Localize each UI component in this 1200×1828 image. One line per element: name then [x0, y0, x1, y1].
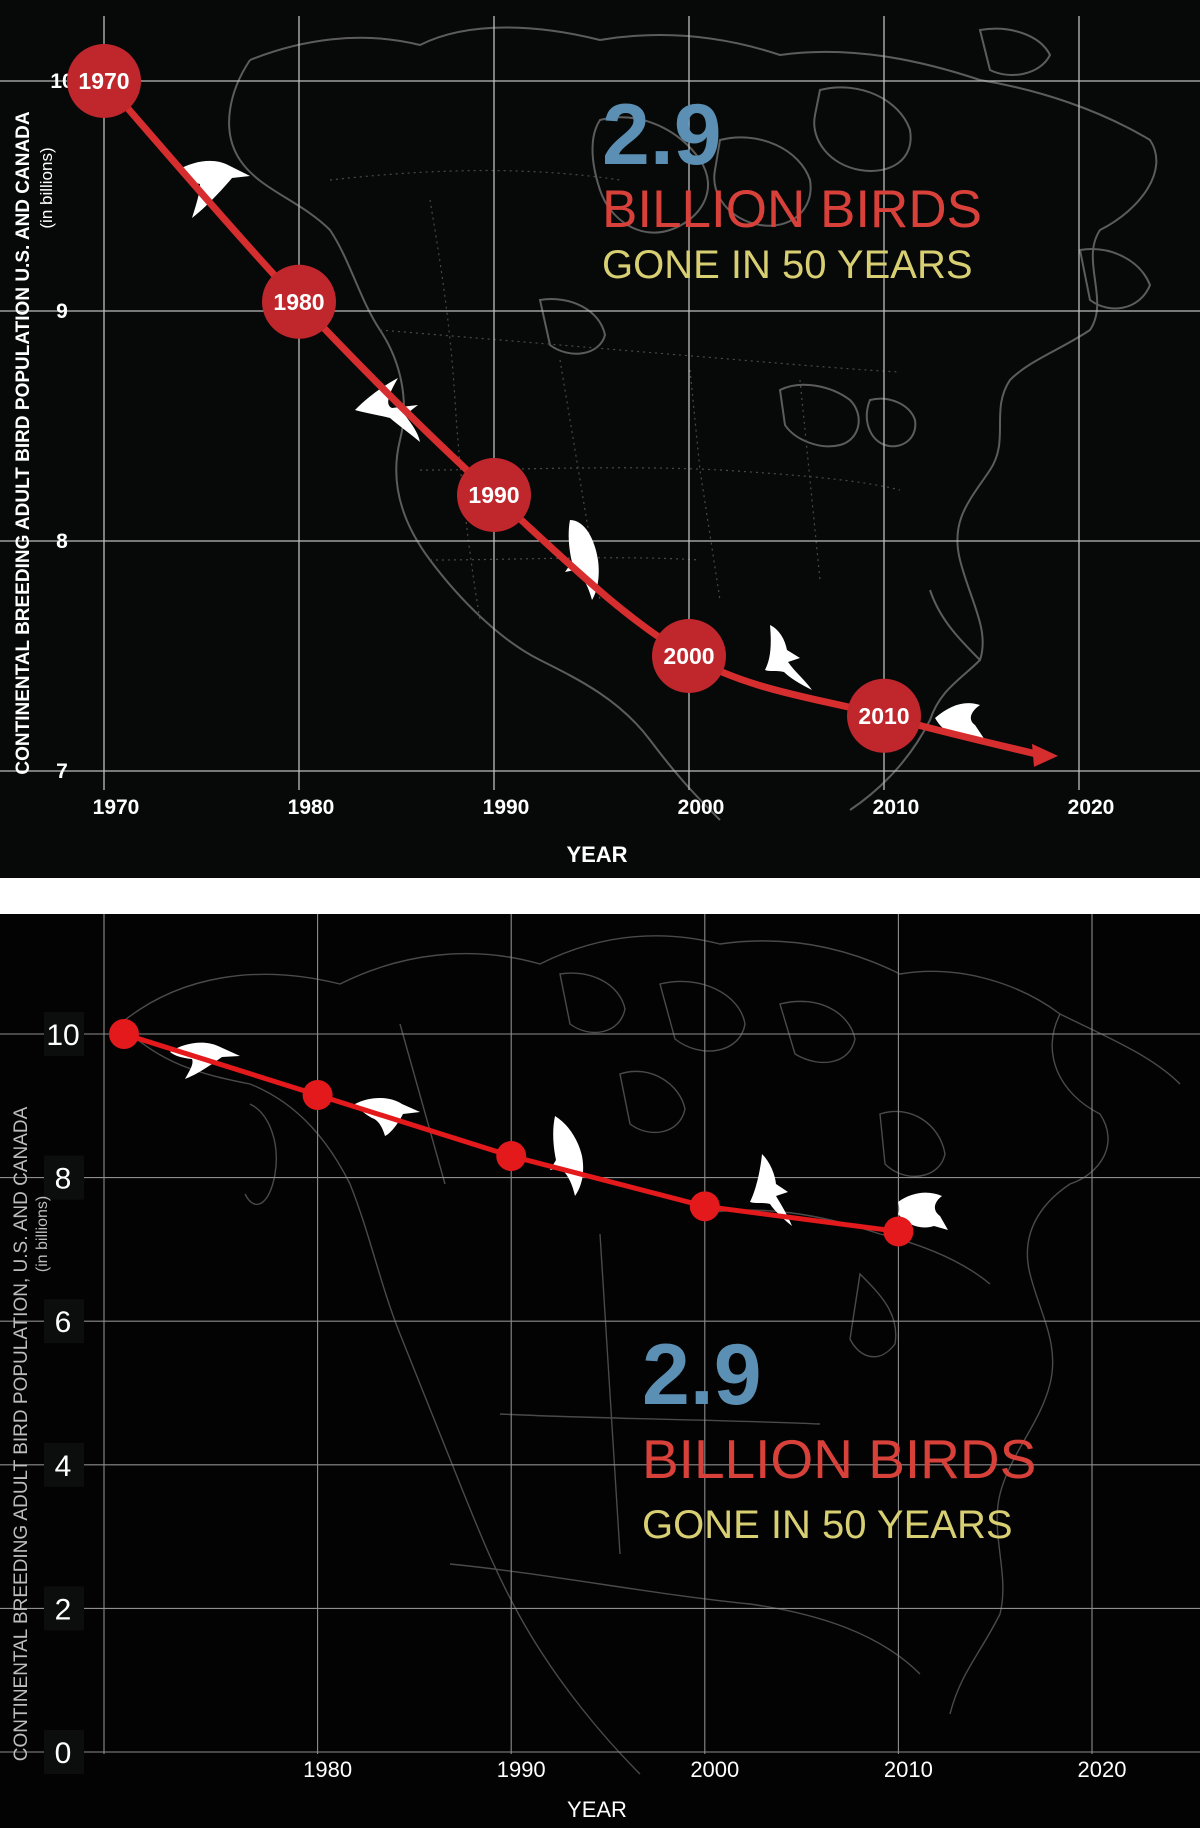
flying-goose-icon — [178, 160, 250, 218]
bottom-data-point — [689, 1191, 720, 1222]
bottom-y-tick-backdrop — [44, 1442, 84, 1487]
top-data-point-label: 2010 — [858, 703, 909, 729]
bottom-x-tick-label: 1980 — [303, 1757, 352, 1782]
top-headline-line2: GONE IN 50 YEARS — [602, 243, 973, 287]
top-x-tick-label: 1970 — [93, 796, 140, 819]
top-y-tick-label: 8 — [56, 530, 68, 553]
top-x-tick-label: 1980 — [288, 796, 335, 819]
bottom-headline: 2.9 BILLION BIRDS GONE IN 50 YEARS — [642, 1327, 1036, 1547]
bottom-y-tick-backdrop — [44, 1299, 84, 1344]
top-x-tick-label: 2000 — [678, 796, 725, 819]
bottom-y-tick-backdrop — [44, 1586, 84, 1631]
top-x-axis-label: YEAR — [566, 842, 627, 867]
bird-silhouettes-bottom — [170, 1042, 948, 1230]
top-data-point: 1990 — [457, 458, 531, 532]
top-data-point-marker — [67, 44, 141, 118]
top-data-point-label: 1980 — [273, 289, 324, 315]
top-data-point-marker — [457, 458, 531, 532]
top-grid — [0, 16, 1200, 790]
top-data-point: 2000 — [652, 619, 726, 693]
bottom-y-tick-backdrop — [44, 1155, 84, 1200]
top-y-axis-sublabel: (in billions) — [37, 147, 56, 228]
bottom-x-axis-ticks: 1980 1990 2000 2010 2020 — [303, 1757, 1126, 1782]
bottom-y-tick-label: 10 — [46, 1019, 79, 1052]
bottom-x-tick-label: 2020 — [1078, 1757, 1127, 1782]
bottom-data-point — [496, 1141, 527, 1172]
top-y-tick-label: 7 — [56, 760, 68, 783]
bottom-chart-svg: 0 2 4 6 8 10 1980 1990 2000 2010 2020 YEAR CONTIN… — [0, 914, 1200, 1822]
soaring-eagle-icon — [750, 1154, 792, 1226]
top-data-point-label: 1990 — [468, 482, 519, 508]
bird-silhouettes — [178, 160, 985, 740]
top-data-point-marker — [652, 619, 726, 693]
bottom-headline-line2: GONE IN 50 YEARS — [642, 1503, 1013, 1547]
top-data-point: 1970 — [67, 44, 141, 118]
top-data-point-label: 1970 — [78, 68, 129, 94]
bottom-y-axis-ticks: 0 2 4 6 8 10 — [44, 1012, 84, 1774]
top-x-axis-ticks: 1970 1980 1990 2000 2010 2020 — [93, 796, 1115, 819]
bottom-y-tick-label: 8 — [55, 1163, 72, 1196]
bottom-grid — [0, 914, 1200, 1754]
top-headline-number: 2.9 — [602, 87, 722, 183]
bottom-y-axis-label: CONTINENTAL BREEDING ADULT BIRD POPULATI… — [11, 1106, 32, 1761]
top-data-point-marker — [262, 264, 336, 339]
bottom-x-tick-label: 2000 — [690, 1757, 739, 1782]
bottom-y-tick-backdrop — [44, 1730, 84, 1774]
bottom-y-tick-label: 2 — [55, 1593, 72, 1626]
bottom-x-tick-label: 1990 — [497, 1757, 546, 1782]
flying-hawk-icon — [355, 378, 420, 442]
top-y-axis-label: CONTINENTAL BREEDING ADULT BIRD POPULATI… — [13, 111, 34, 775]
top-data-point-label: 2000 — [663, 643, 714, 669]
bottom-y-axis-sublabel: (in billions) — [34, 1196, 51, 1272]
bottom-y-tick-label: 4 — [55, 1450, 72, 1483]
top-data-point: 1980 — [262, 264, 336, 339]
top-x-tick-label: 2010 — [873, 796, 920, 819]
top-headline: 2.9 BILLION BIRDS GONE IN 50 YEARS — [602, 87, 982, 287]
bottom-data-points — [109, 1019, 914, 1247]
flying-heron-icon — [898, 1192, 948, 1230]
top-headline-line1: BILLION BIRDS — [602, 180, 982, 239]
bottom-y-axis-label-group: CONTINENTAL BREEDING ADULT BIRD POPULATI… — [11, 1106, 51, 1761]
top-y-tick-label: 9 — [56, 300, 68, 323]
north-america-map-bottom — [119, 935, 1181, 1775]
bottom-data-point — [883, 1216, 914, 1247]
soaring-eagle-icon — [765, 625, 812, 690]
north-america-map — [228, 26, 1158, 821]
bottom-chart-panel: 0 2 4 6 8 10 1980 1990 2000 2010 2020 YEAR CONTIN… — [0, 914, 1200, 1828]
bottom-y-tick-label: 6 — [55, 1306, 72, 1339]
bottom-x-axis-label: YEAR — [567, 1797, 627, 1822]
top-x-tick-label: 1990 — [483, 796, 530, 819]
bottom-x-tick-label: 2010 — [884, 1757, 933, 1782]
bottom-headline-line1: BILLION BIRDS — [642, 1428, 1036, 1490]
flying-swallow-icon — [550, 1116, 584, 1196]
bottom-y-tick-backdrop — [44, 1012, 84, 1056]
top-x-tick-label: 2020 — [1068, 796, 1115, 819]
bottom-headline-number: 2.9 — [642, 1327, 762, 1423]
bottom-y-tick-label: 0 — [55, 1737, 72, 1770]
top-y-axis-label-group: CONTINENTAL BREEDING ADULT BIRD POPULATI… — [13, 111, 56, 775]
bottom-data-point — [109, 1019, 139, 1049]
top-data-point-marker — [847, 678, 921, 753]
top-chart-panel: 10 9 8 7 1970 1980 1990 2000 2010 2020 1970 1980 1… — [0, 0, 1200, 878]
bottom-data-point — [302, 1080, 333, 1111]
top-data-point: 2010 — [847, 678, 921, 753]
top-data-points: 1970 1980 1990 2000 2010 — [67, 44, 921, 753]
top-trend-arrowhead — [1032, 743, 1058, 767]
